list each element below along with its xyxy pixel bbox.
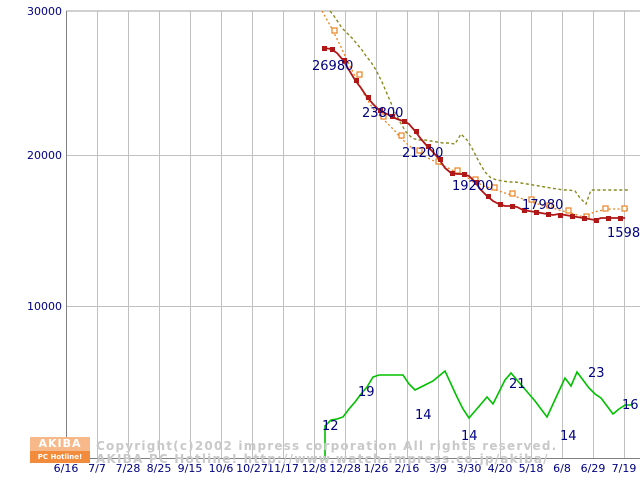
copyright-line-2: AKIBA PC Hotline! http://www.watch.impre… [96, 452, 549, 466]
x-tick-label: 11/17 [267, 462, 299, 475]
annotations-shop-count: 12 19 14 21 14 14 23 16 [322, 366, 639, 444]
series-shop-count [324, 369, 631, 460]
data-label: 14 [415, 408, 432, 423]
data-label: 21200 [402, 146, 443, 161]
data-label: 14 [560, 429, 577, 444]
x-tick-label: 6/8 [553, 462, 571, 475]
x-axis-tick-labels: 6/16 7/7 7/28 8/25 9/15 10/6 10/27 11/17… [54, 462, 637, 475]
data-label: 26980 [312, 59, 353, 74]
data-label: 23 [588, 366, 605, 381]
x-tick-label: 2/16 [395, 462, 420, 475]
data-label: 23800 [362, 106, 403, 121]
data-label: 21 [509, 377, 526, 392]
copyright-line-1: Copyright(c)2002 impress corporation All… [96, 439, 558, 453]
data-label: 12 [322, 419, 339, 434]
akiba-logo-subtitle: PC Hotline! [30, 451, 90, 463]
x-tick-label: 10/6 [209, 462, 234, 475]
x-tick-label: 3/30 [457, 462, 482, 475]
x-tick-label: 6/29 [581, 462, 606, 475]
x-tick-label: 12/8 [302, 462, 327, 475]
data-label: 15980 [607, 226, 640, 241]
x-tick-label: 3/9 [429, 462, 447, 475]
akiba-logo-title: AKIBA [30, 437, 90, 451]
data-label: 17980 [522, 198, 563, 213]
series-lowest-price-markers [322, 46, 623, 223]
x-tick-label: 7/19 [612, 462, 637, 475]
x-tick-label: 8/25 [147, 462, 172, 475]
akiba-logo: AKIBA PC Hotline! [30, 437, 90, 463]
annotations-lowest-price: 26980 23800 21200 19200 17980 15980 [312, 59, 640, 241]
x-tick-label: 4/20 [488, 462, 513, 475]
y-tick-label-20000: 20000 [27, 149, 62, 162]
x-tick-label: 9/15 [178, 462, 203, 475]
data-label: 16 [622, 398, 639, 413]
series-highest-price [329, 10, 628, 206]
x-tick-label: 12/28 [329, 462, 361, 475]
data-label: 19200 [452, 179, 493, 194]
horizontal-gridlines [66, 155, 640, 307]
x-tick-label: 7/7 [88, 462, 106, 475]
y-tick-label-30000: 30000 [27, 5, 62, 18]
x-tick-label: 5/18 [519, 462, 544, 475]
y-tick-label-10000: 10000 [27, 300, 62, 313]
x-tick-label: 10/27 [236, 462, 268, 475]
x-tick-label: 6/16 [54, 462, 79, 475]
x-tick-label: 1/26 [364, 462, 389, 475]
data-label: 14 [461, 429, 478, 444]
x-tick-label: 7/28 [116, 462, 141, 475]
data-label: 19 [358, 385, 375, 400]
